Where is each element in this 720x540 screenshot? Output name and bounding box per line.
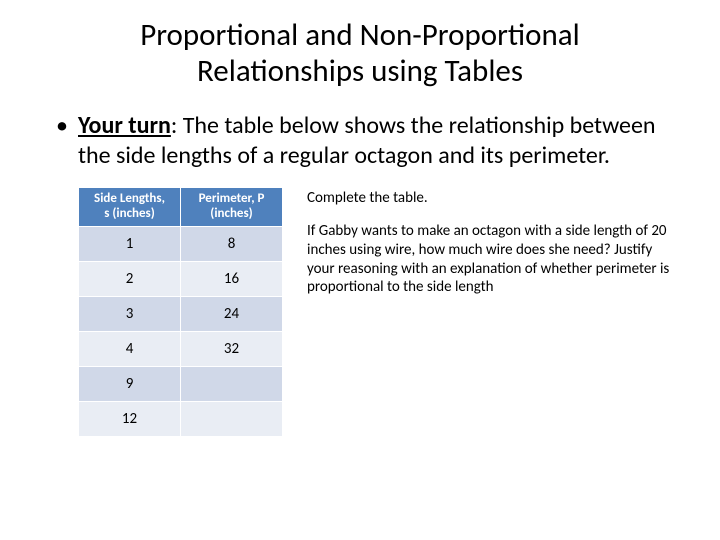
cell-perimeter — [181, 367, 283, 402]
table-header-perimeter: Perimeter, P(inches) — [181, 188, 283, 227]
cell-side: 4 — [79, 332, 181, 367]
cell-side: 9 — [79, 367, 181, 402]
instruction-complete: Complete the table. — [307, 189, 670, 208]
bullet-lead: Your turn — [78, 111, 171, 140]
cell-side: 2 — [79, 262, 181, 297]
cell-perimeter: 32 — [181, 332, 283, 367]
data-table: Side Lengths,s (inches) Perimeter, P(inc… — [78, 187, 283, 437]
cell-perimeter: 24 — [181, 297, 283, 332]
title-line-2: Relationships using Tables — [197, 52, 523, 90]
bullet-icon: • — [56, 111, 68, 141]
slide-title: Proportional and Non-Proportional Relati… — [50, 18, 670, 89]
table-row: 432 — [79, 332, 283, 367]
instruction-question: If Gabby wants to make an octagon with a… — [307, 222, 670, 297]
cell-perimeter: 16 — [181, 262, 283, 297]
cell-side: 3 — [79, 297, 181, 332]
table-row: 12 — [79, 402, 283, 437]
right-instructions: Complete the table. If Gabby wants to ma… — [307, 187, 670, 311]
table-row: 324 — [79, 297, 283, 332]
cell-side: 1 — [79, 227, 181, 262]
cell-perimeter — [181, 402, 283, 437]
cell-perimeter: 8 — [181, 227, 283, 262]
bullet-paragraph: • Your turn: The table below shows the r… — [50, 111, 670, 171]
table-header-side: Side Lengths,s (inches) — [79, 188, 181, 227]
title-line-1: Proportional and Non-Proportional — [140, 16, 580, 54]
table-row: 216 — [79, 262, 283, 297]
cell-side: 12 — [79, 402, 181, 437]
table-row: 18 — [79, 227, 283, 262]
table-row: 9 — [79, 367, 283, 402]
content-row: Side Lengths,s (inches) Perimeter, P(inc… — [50, 187, 670, 437]
